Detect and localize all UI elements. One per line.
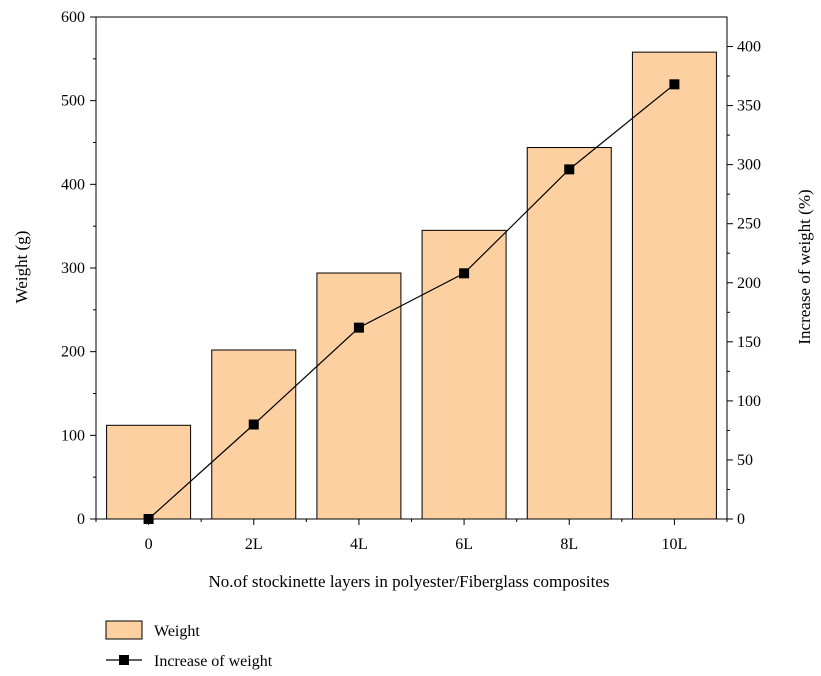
legend-label-increase: Increase of weight — [154, 653, 273, 670]
x-tick-label: 0 — [145, 536, 153, 553]
y2-tick-label: 50 — [737, 452, 753, 469]
legend: Weight Increase of weight — [105, 620, 273, 670]
legend-marker-increase — [119, 655, 129, 665]
bars-layer — [106, 51, 717, 520]
x-tick-label: 4L — [350, 536, 368, 553]
bar-weight-6L — [421, 229, 507, 520]
y-tick-label: 600 — [61, 9, 85, 26]
x-tick-label: 6L — [455, 536, 473, 553]
y2-tick-label: 300 — [737, 157, 761, 174]
legend-label-weight: Weight — [154, 623, 200, 640]
y-tick-label: 300 — [61, 260, 85, 277]
y2-tick-label: 250 — [737, 216, 761, 233]
axes-layer: 0 100 200 300 400 500 600 0 50 100 150 200 250 300 350… — [61, 9, 761, 553]
x-tick-label: 2L — [245, 536, 263, 553]
y-tick-label: 100 — [61, 427, 85, 444]
y2-axis-title: Increase of weight (%) — [795, 189, 814, 344]
marker-increase-2L — [248, 419, 259, 430]
marker-increase-4L — [353, 322, 364, 333]
bar-weight-10L — [631, 51, 717, 520]
y-axis-title: Weight (g) — [12, 231, 31, 304]
line-increase-of-weight — [148, 83, 675, 520]
y2-tick-label: 150 — [737, 334, 761, 351]
y2-tick-label: 0 — [737, 511, 745, 528]
y2-tick-label: 400 — [737, 39, 761, 56]
y-tick-label: 200 — [61, 344, 85, 361]
marker-increase-6L — [459, 268, 470, 279]
y2-tick-label: 200 — [737, 275, 761, 292]
legend-swatch-weight — [105, 620, 143, 640]
y-tick-label: 500 — [61, 93, 85, 110]
marker-increase-8L — [564, 164, 575, 175]
y-tick-label: 0 — [77, 511, 85, 528]
bar-weight-8L — [526, 147, 612, 520]
x-tick-label: 8L — [560, 536, 578, 553]
y2-tick-label: 350 — [737, 98, 761, 115]
x-axis-title: No.of stockinette layers in polyester/Fi… — [208, 572, 609, 591]
bar-weight-2L — [211, 349, 297, 520]
y2-tick-label: 100 — [737, 393, 761, 410]
y-tick-label: 400 — [61, 176, 85, 193]
bar-weight-4L — [316, 272, 402, 520]
bar-weight-0 — [106, 424, 192, 520]
marker-increase-10L — [669, 79, 680, 90]
x-tick-label: 10L — [662, 536, 688, 553]
